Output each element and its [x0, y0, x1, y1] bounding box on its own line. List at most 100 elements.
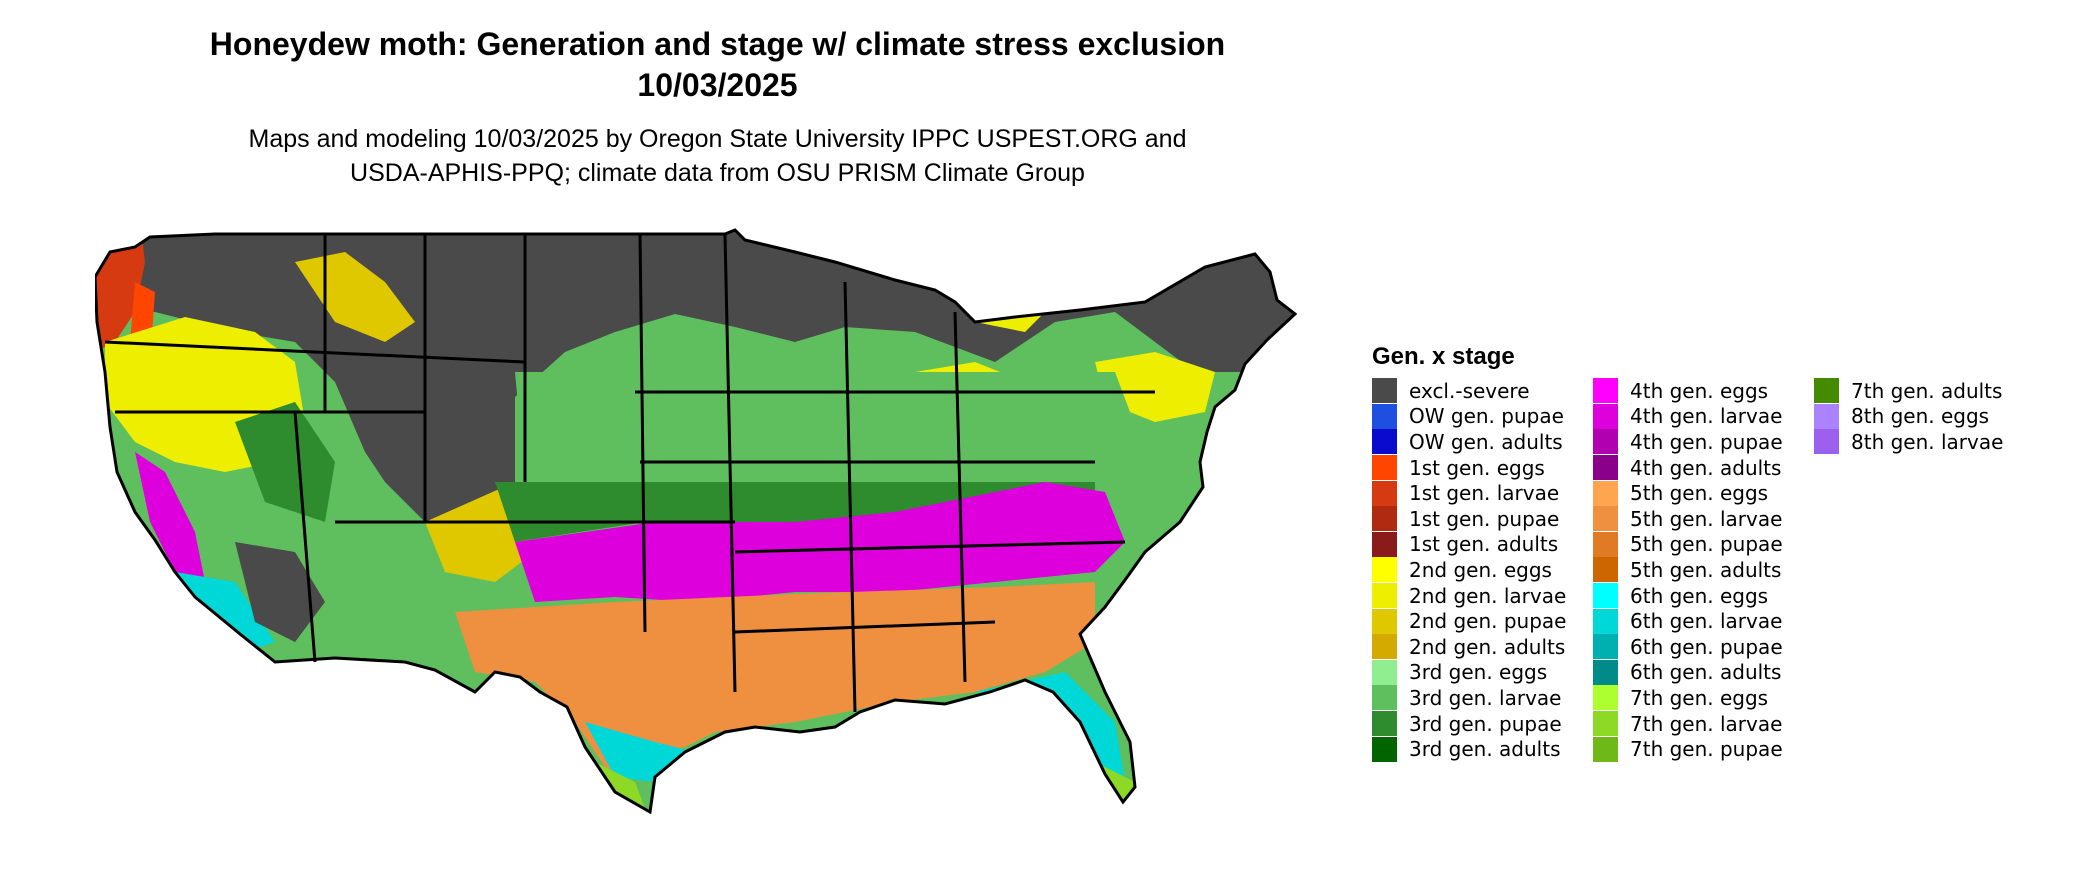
legend-item: 6th gen. pupae — [1593, 634, 1800, 660]
legend-swatch — [1372, 455, 1397, 481]
legend: Gen. x stage excl.-severe OW gen. pupae OW… — [1372, 342, 2051, 762]
legend-column: excl.-severe OW gen. pupae OW gen. adults 1… — [1372, 378, 1579, 762]
legend-swatch — [1593, 455, 1618, 481]
legend-label: 4th gen. larvae — [1630, 404, 1783, 429]
legend-label: 6th gen. larvae — [1630, 609, 1783, 634]
legend-swatch — [1814, 378, 1839, 404]
legend-swatch — [1372, 480, 1397, 506]
legend-label: 8th gen. larvae — [1851, 429, 2004, 454]
legend-title: Gen. x stage — [1372, 343, 1515, 370]
legend-swatch — [1593, 506, 1618, 532]
us-generation-stage-map — [95, 228, 1297, 814]
legend-label: 4th gen. eggs — [1630, 378, 1769, 403]
legend-item: 5th gen. adults — [1593, 557, 1800, 583]
legend-item: 8th gen. eggs — [1814, 403, 2051, 430]
legend-item: 6th gen. eggs — [1593, 583, 1800, 609]
legend-swatch — [1372, 583, 1397, 609]
legend-swatch — [1372, 557, 1397, 583]
legend-swatch — [1593, 583, 1618, 609]
legend-swatch — [1372, 685, 1397, 711]
legend-label: 2nd gen. adults — [1409, 634, 1566, 659]
legend-swatch — [1593, 403, 1618, 429]
map-subtitle-line1: Maps and modeling 10/03/2025 by Oregon S… — [248, 125, 1187, 153]
legend-label: 1st gen. eggs — [1409, 455, 1545, 480]
legend-item: 5th gen. larvae — [1593, 506, 1800, 532]
legend-swatch — [1593, 711, 1618, 737]
legend-item: 7th gen. eggs — [1593, 685, 1800, 711]
legend-column: 4th gen. eggs 4th gen. larvae 4th gen. pup… — [1593, 378, 1800, 762]
legend-item: 3rd gen. pupae — [1372, 711, 1579, 737]
legend-label: excl.-severe — [1409, 378, 1530, 403]
legend-swatch — [1814, 403, 1839, 429]
legend-swatch — [1593, 429, 1618, 455]
legend-label: 5th gen. adults — [1630, 557, 1782, 582]
legend-item: 1st gen. larvae — [1372, 480, 1579, 506]
legend-item: OW gen. adults — [1372, 429, 1579, 455]
legend-swatch — [1372, 711, 1397, 737]
legend-swatch — [1593, 634, 1618, 660]
legend-swatch — [1593, 659, 1618, 685]
legend-label: 6th gen. eggs — [1630, 583, 1769, 608]
legend-swatch — [1372, 608, 1397, 634]
legend-label: 1st gen. pupae — [1409, 506, 1560, 531]
legend-label: 3rd gen. larvae — [1409, 685, 1562, 710]
legend-label: 2nd gen. pupae — [1409, 609, 1567, 634]
legend-item: 2nd gen. larvae — [1372, 583, 1579, 609]
state-boundaries — [95, 228, 1297, 814]
legend-swatch — [1372, 736, 1397, 762]
legend-item: 2nd gen. eggs — [1372, 557, 1579, 583]
legend-label: OW gen. adults — [1409, 429, 1563, 454]
legend-label: 5th gen. pupae — [1630, 532, 1783, 557]
legend-item: 5th gen. eggs — [1593, 480, 1800, 506]
legend-label: 3rd gen. eggs — [1409, 660, 1548, 685]
legend-column: 7th gen. adults 8th gen. eggs 8th gen. lar… — [1814, 378, 2051, 762]
legend-swatch — [1593, 531, 1618, 557]
legend-swatch — [1814, 429, 1839, 455]
legend-item: 3rd gen. larvae — [1372, 685, 1579, 711]
legend-swatch — [1372, 634, 1397, 660]
legend-item: 7th gen. pupae — [1593, 736, 1800, 762]
legend-item: 4th gen. eggs — [1593, 378, 1800, 404]
legend-item: excl.-severe — [1372, 378, 1579, 404]
legend-swatch — [1593, 480, 1618, 506]
legend-item: 3rd gen. adults — [1372, 736, 1579, 762]
legend-item: 5th gen. pupae — [1593, 531, 1800, 558]
legend-columns: excl.-severe OW gen. pupae OW gen. adults 1… — [1372, 378, 2051, 762]
legend-item: 2nd gen. pupae — [1372, 608, 1579, 634]
legend-swatch — [1593, 685, 1618, 711]
legend-item: 7th gen. larvae — [1593, 711, 1800, 737]
legend-label: 1st gen. larvae — [1409, 481, 1560, 506]
legend-item: 1st gen. pupae — [1372, 506, 1579, 532]
legend-label: OW gen. pupae — [1409, 404, 1564, 429]
legend-swatch — [1372, 531, 1397, 557]
legend-label: 4th gen. adults — [1630, 455, 1782, 480]
legend-item: 1st gen. adults — [1372, 531, 1579, 558]
legend-swatch — [1593, 557, 1618, 583]
legend-item: 7th gen. adults — [1814, 378, 2051, 404]
legend-label: 4th gen. pupae — [1630, 429, 1783, 454]
legend-label: 5th gen. larvae — [1630, 506, 1783, 531]
legend-swatch — [1372, 506, 1397, 532]
legend-label: 7th gen. larvae — [1630, 711, 1783, 736]
legend-item: 8th gen. larvae — [1814, 429, 2051, 455]
legend-label: 2nd gen. larvae — [1409, 583, 1567, 608]
legend-item: 6th gen. larvae — [1593, 608, 1800, 634]
legend-item: 4th gen. pupae — [1593, 429, 1800, 455]
legend-item: 4th gen. larvae — [1593, 403, 1800, 430]
legend-label: 2nd gen. eggs — [1409, 557, 1552, 582]
legend-label: 7th gen. eggs — [1630, 685, 1769, 710]
legend-swatch — [1372, 659, 1397, 685]
map-title-line1: Honeydew moth: Generation and stage w/ c… — [209, 26, 1226, 62]
map-subtitle-line2: USDA-APHIS-PPQ; climate data from OSU PR… — [350, 159, 1085, 187]
map-fill-regions — [95, 230, 1295, 812]
legend-swatch — [1593, 378, 1618, 404]
legend-label: 8th gen. eggs — [1851, 404, 1990, 429]
legend-item: OW gen. pupae — [1372, 403, 1579, 430]
legend-label: 7th gen. adults — [1851, 378, 2003, 403]
legend-swatch — [1593, 608, 1618, 634]
legend-label: 3rd gen. pupae — [1409, 711, 1562, 736]
map-title: Honeydew moth: Generation and stage w/ c… — [0, 24, 1435, 106]
legend-item: 3rd gen. eggs — [1372, 659, 1579, 686]
map-subtitle: Maps and modeling 10/03/2025 by Oregon S… — [0, 122, 1435, 190]
legend-label: 1st gen. adults — [1409, 532, 1559, 557]
